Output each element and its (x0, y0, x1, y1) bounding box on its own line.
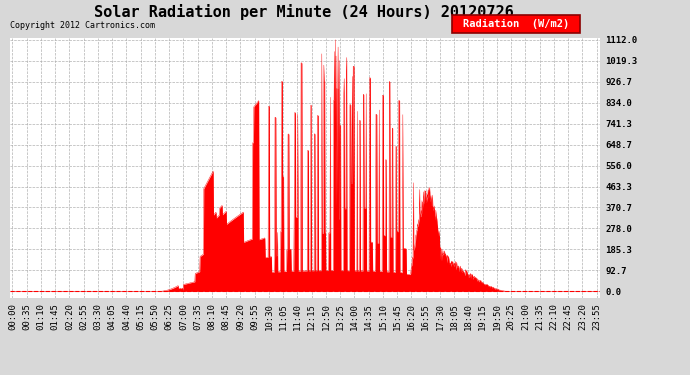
Text: Copyright 2012 Cartronics.com: Copyright 2012 Cartronics.com (10, 21, 155, 30)
Text: Radiation  (W/m2): Radiation (W/m2) (463, 19, 569, 29)
Text: Solar Radiation per Minute (24 Hours) 20120726: Solar Radiation per Minute (24 Hours) 20… (94, 4, 513, 20)
